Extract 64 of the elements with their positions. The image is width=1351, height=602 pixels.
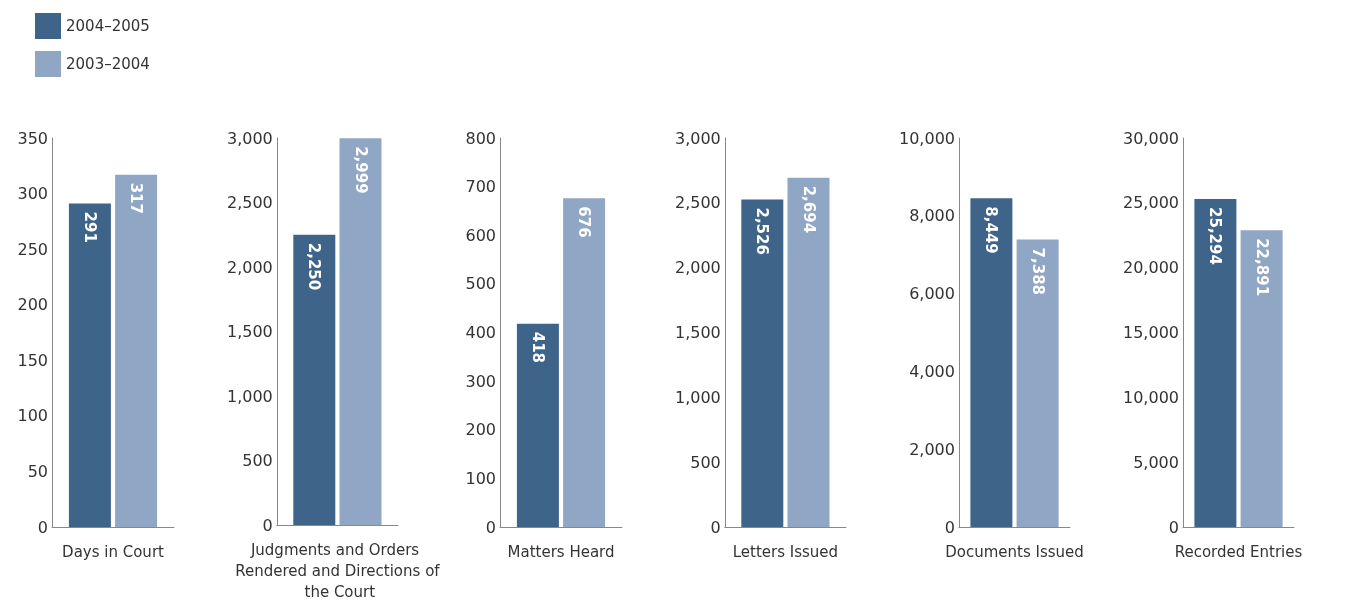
y-tick-label: 3,000 xyxy=(674,128,721,148)
data-label: 2,694 xyxy=(799,185,818,234)
y-tick-label: 20,000 xyxy=(1123,258,1179,278)
y-tick-label: 200 xyxy=(17,295,48,315)
y-tick-label: 2,500 xyxy=(226,193,273,212)
y-tick-label: 100 xyxy=(17,406,48,426)
x-tick-label: Days in Court xyxy=(62,542,165,561)
data-label: 22,891 xyxy=(1252,238,1271,297)
x-tick-label: Recorded Entries xyxy=(1174,542,1303,561)
y-tick-label: 150 xyxy=(17,350,48,370)
y-tick-label: 3,000 xyxy=(226,128,273,148)
y-tick-label: 600 xyxy=(465,225,496,245)
y-tick-label: 100 xyxy=(465,468,496,488)
y-tick-label: 500 xyxy=(690,452,721,472)
y-tick-label: 10,000 xyxy=(899,128,955,148)
y-tick-label: 30,000 xyxy=(1123,128,1179,148)
y-tick-label: 700 xyxy=(465,177,496,197)
y-tick-label: 500 xyxy=(465,274,496,294)
y-tick-label: 50 xyxy=(27,461,48,481)
y-tick-label: 200 xyxy=(465,420,496,440)
y-tick-label: 10,000 xyxy=(1123,387,1179,407)
data-label: 317 xyxy=(127,182,146,214)
y-tick-label: 300 xyxy=(465,371,496,391)
y-tick-label: 1,500 xyxy=(674,323,721,342)
y-tick-label: 250 xyxy=(17,239,48,259)
y-tick-label: 0 xyxy=(944,517,955,537)
y-tick-label: 25,000 xyxy=(1123,193,1179,213)
data-label: 418 xyxy=(528,331,547,364)
y-tick-label: 6,000 xyxy=(909,284,955,304)
y-tick-label: 500 xyxy=(242,451,273,470)
y-tick-label: 2,000 xyxy=(909,439,955,459)
data-label: 25,294 xyxy=(1206,207,1225,265)
data-label: 291 xyxy=(80,211,99,243)
y-tick-label: 300 xyxy=(17,184,48,204)
data-label: 7,388 xyxy=(1028,247,1047,296)
x-tick-label: Letters Issued xyxy=(732,542,839,561)
data-label: 2,526 xyxy=(753,207,772,255)
y-tick-label: 4,000 xyxy=(909,361,955,381)
data-label: 8,449 xyxy=(982,206,1001,254)
y-tick-label: 400 xyxy=(465,323,496,342)
y-tick-label: 0 xyxy=(37,517,48,537)
y-tick-label: 0 xyxy=(1168,517,1179,537)
y-tick-label: 800 xyxy=(465,128,496,148)
data-label: 676 xyxy=(575,206,594,238)
y-tick-label: 350 xyxy=(17,128,48,148)
y-tick-label: 8,000 xyxy=(909,206,955,226)
legend-label: 2003–2004 xyxy=(66,55,150,73)
data-label: 2,250 xyxy=(305,242,324,291)
y-tick-label: 2,000 xyxy=(674,258,721,278)
y-tick-label: 0 xyxy=(710,517,721,537)
x-tick-label: Judgments and Orders Rendered and Directions of the Court xyxy=(235,540,441,601)
y-tick-label: 2,000 xyxy=(226,257,273,277)
y-tick-label: 1,000 xyxy=(226,386,273,406)
y-tick-label: 1,000 xyxy=(674,387,721,407)
y-tick-label: 2,500 xyxy=(674,193,721,213)
y-tick-label: 15,000 xyxy=(1123,323,1179,342)
legend-label: 2004–2005 xyxy=(66,17,150,35)
y-tick-label: 0 xyxy=(485,517,496,537)
x-tick-label: Documents Issued xyxy=(945,542,1084,561)
x-tick-label: Matters Heard xyxy=(507,542,615,561)
data-label: 2,999 xyxy=(351,146,370,194)
y-tick-label: 1,500 xyxy=(226,322,273,341)
y-tick-label: 0 xyxy=(262,515,273,535)
y-tick-label: 5,000 xyxy=(1133,452,1179,472)
